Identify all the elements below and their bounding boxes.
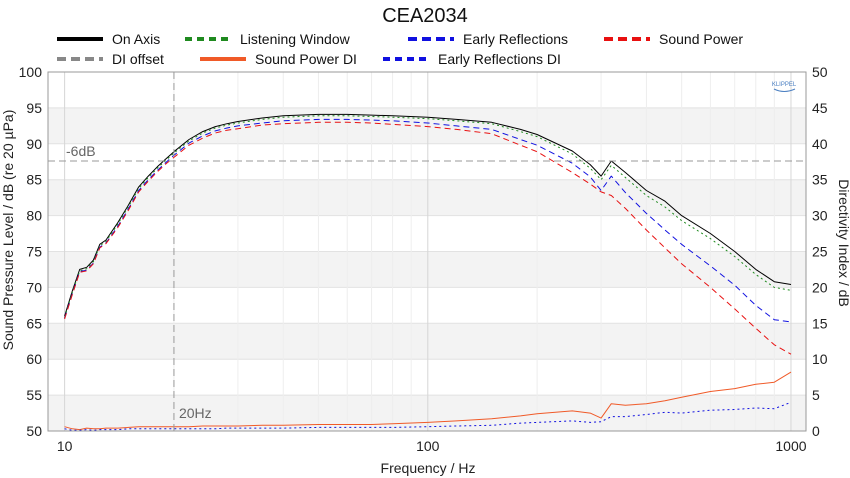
series-line-on-axis xyxy=(64,113,792,317)
x-tick-label: 1000 xyxy=(775,438,806,454)
chart-title: CEA2034 xyxy=(382,5,468,27)
grid-band xyxy=(48,107,806,144)
legend: On Axis Listening Window Early Reflections… xyxy=(57,31,743,67)
y-tick-label: 70 xyxy=(26,279,42,295)
annotation-label-20hz: 20Hz xyxy=(179,405,212,421)
y2-tick-label: 50 xyxy=(812,64,828,80)
x-tick-label: 100 xyxy=(416,438,440,454)
annotations: -6dB 20Hz xyxy=(48,72,806,431)
y2-tick-label: 10 xyxy=(812,351,828,367)
y2-axis-label: Directivity Index / dB xyxy=(836,179,850,307)
grid-band xyxy=(48,251,806,288)
y2-tick-label: 20 xyxy=(812,279,828,295)
y2-tick-label: 45 xyxy=(812,100,828,116)
y-tick-label: 80 xyxy=(26,208,42,224)
grid-band xyxy=(48,395,806,431)
y-tick-label: 85 xyxy=(26,172,42,188)
plot-frame xyxy=(47,71,807,432)
grid-band xyxy=(48,323,806,360)
series-line-early-reflections xyxy=(64,118,792,323)
y2-tick-label: 35 xyxy=(812,172,828,188)
x-tick-label: 10 xyxy=(57,438,73,454)
legend-label-listening-window: Listening Window xyxy=(240,31,351,47)
y2-tick-label: 5 xyxy=(812,387,820,403)
y-tick-label: 50 xyxy=(26,423,42,439)
series-layer xyxy=(64,113,792,431)
axes: 1009590858075706560555050454035302520151… xyxy=(19,64,828,454)
y-tick-label: 75 xyxy=(26,244,42,260)
y2-tick-label: 15 xyxy=(812,315,828,331)
legend-label-early-reflections-di: Early Reflections DI xyxy=(438,51,561,67)
klippel-logo-swoosh xyxy=(773,88,796,92)
y-tick-label: 100 xyxy=(19,64,43,80)
series-line-listening-window xyxy=(64,115,792,318)
y-axis-label: Sound Pressure Level / dB (re 20 µPa) xyxy=(0,110,16,351)
legend-label-sound-power: Sound Power xyxy=(659,31,743,47)
klippel-logo-text: KLIPPEL xyxy=(772,82,797,88)
klippel-logo: KLIPPEL xyxy=(772,82,797,92)
y-tick-label: 55 xyxy=(26,387,42,403)
y2-tick-label: 40 xyxy=(812,136,828,152)
y-tick-label: 90 xyxy=(26,136,42,152)
grid-band xyxy=(48,179,806,216)
x-axis-label: Frequency / Hz xyxy=(381,460,476,476)
y2-tick-label: 25 xyxy=(812,244,828,260)
legend-label-early-reflections: Early Reflections xyxy=(463,31,568,47)
y-tick-label: 65 xyxy=(26,315,42,331)
legend-label-on-axis: On Axis xyxy=(112,31,160,47)
series-line-sound-power-di xyxy=(64,371,792,431)
annotation-label-6db: -6dB xyxy=(66,143,96,159)
y-tick-label: 60 xyxy=(26,351,42,367)
legend-label-di-offset: DI offset xyxy=(112,51,164,67)
y-tick-label: 95 xyxy=(26,100,42,116)
y2-tick-label: 30 xyxy=(812,208,828,224)
series-line-sound-power xyxy=(64,121,792,355)
y2-tick-label: 0 xyxy=(812,423,820,439)
legend-label-sound-power-di: Sound Power DI xyxy=(255,51,357,67)
